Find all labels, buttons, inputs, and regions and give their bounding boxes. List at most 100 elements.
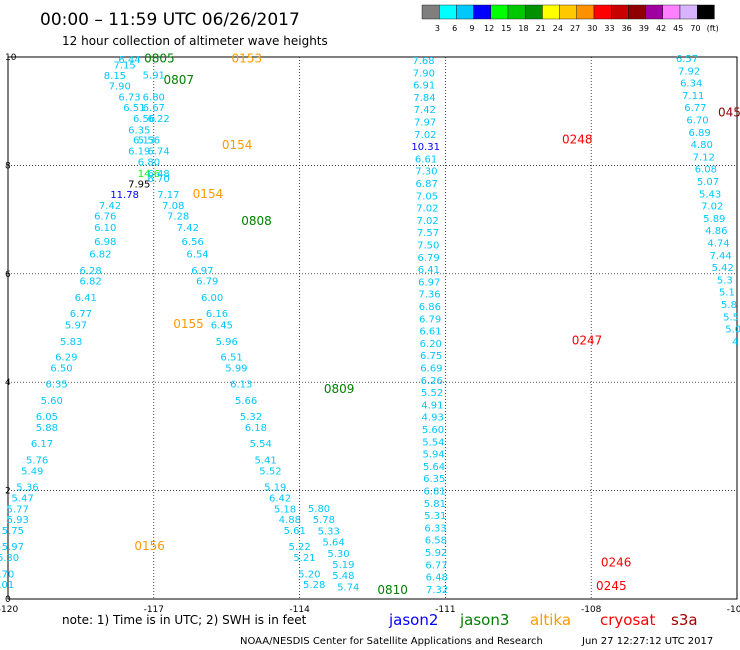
y-tick-label: 10 [5,53,17,63]
color-scale-label: 18 [518,24,528,33]
wave-height-obs: 5.83 [60,337,82,348]
wave-height-obs: 6.33 [424,523,446,534]
wave-height-obs: 6.56 [182,237,204,248]
color-scale-label: 15 [501,24,511,33]
wave-height-obs: 7.90 [109,82,131,93]
wave-height-obs: 6.56 [133,114,155,125]
wave-height-obs: 6.13 [230,380,252,391]
wave-height-obs: 5.07 [697,177,719,188]
color-scale-swatch [473,4,492,20]
wave-height-obs: 6.22 [148,114,170,125]
color-scale-label: 24 [553,24,563,33]
pass-time-label: 0155 [173,317,204,331]
wave-height-obs: 7.84 [413,93,435,104]
pass-time-label: 0810 [377,583,408,597]
wave-height-obs: 5.96 [216,337,238,348]
wave-height-obs: 4.74 [707,239,729,250]
x-tick-label: -117 [144,605,164,615]
wave-height-obs: 6.70 [148,174,170,185]
color-scale-label: 36 [622,24,632,33]
wave-height-obs: 5.19 [332,560,354,571]
wave-height-obs: 6.35 [45,380,67,391]
wave-height-obs: 6.26 [421,376,443,387]
wave-height-obs: 5.70 [0,569,14,580]
color-scale-swatch [456,4,474,20]
color-scale-swatch [593,4,612,20]
pass-time-label: 0156 [134,539,165,553]
wave-height-obs: 14.6 [138,169,160,180]
wave-height-obs: 5.99 [225,363,247,374]
wave-height-obs: 7.08 [162,201,184,212]
wave-height-obs: 7.15 [114,60,136,71]
wave-height-obs: 6.57 [676,54,698,65]
wave-height-obs: 6.67 [143,103,165,114]
wave-height-obs: 5.78 [313,515,335,526]
wave-height-obs: 5.20 [298,569,320,580]
wave-height-obs: 5.60 [41,396,63,407]
chart-title: 00:00 – 11:59 UTC 06/26/2017 [40,10,300,30]
wave-height-obs: 5.54 [250,439,272,450]
pass-time-label: 0245 [596,579,627,593]
wave-height-obs: 5.36 [16,483,38,494]
y-tick-label: 8 [5,161,11,171]
pass-time-label: 0807 [164,73,195,87]
wave-height-obs: 5.3 [717,275,733,286]
color-scale-label: (ft) [707,24,719,33]
wave-height-obs: 6.75 [420,351,442,362]
wave-height-obs: 6.97 [418,277,440,288]
wave-height-obs: 6.48 [148,169,170,180]
wave-height-obs: 7.42 [414,105,436,116]
wave-height-obs: 7.68 [412,56,434,67]
wave-height-obs: 5.94 [423,450,445,461]
wave-height-obs: 6.42 [269,493,291,504]
wave-height-obs: 6.74 [148,147,170,158]
wave-height-obs: 7.92 [678,66,700,77]
color-scale-swatch [507,4,526,20]
wave-height-obs: 4.91 [421,400,443,411]
wave-height-obs: 5.19 [264,483,286,494]
wave-height-obs: 7.11 [682,91,704,102]
wave-height-obs: 7.05 [416,191,438,202]
wave-height-obs: 5.43 [699,189,721,200]
x-tick-label: -105 [727,605,740,615]
color-scale-label: 12 [484,24,494,33]
wave-height-obs: 6.01 [0,580,14,591]
wave-height-obs: 6.87 [416,179,438,190]
wave-height-obs: 5.52 [421,388,443,399]
wave-height-obs: 6.77 [70,309,92,320]
wave-height-obs: 6.18 [245,423,267,434]
wave-height-obs: 5.93 [7,515,29,526]
wave-height-obs: 6.70 [686,116,708,127]
color-scale-label: 6 [452,24,457,33]
wave-height-obs: 6.61 [415,154,437,165]
color-scale-swatch [662,4,681,20]
color-scale-label: 33 [604,24,614,33]
wave-height-obs: 5.21 [293,553,315,564]
wave-height-obs: 5.92 [425,548,447,559]
wave-height-obs: 5.81 [424,499,446,510]
color-scale-swatch [576,4,595,20]
wave-height-obs: 7.42 [99,201,121,212]
plot-area: -120-117-114-111-108-10502468106.447.158… [0,51,740,615]
wave-height-obs: 6.17 [31,439,53,450]
pass-time-label: 0805 [144,51,175,65]
wave-height-obs: 5.77 [7,504,29,515]
wave-height-obs: 5.5 [723,312,739,323]
plot-frame [7,56,738,600]
wave-height-obs: 5.49 [21,466,43,477]
wave-height-obs: 5.97 [65,321,87,332]
legend-item-cryosat: cryosat [600,611,655,629]
wave-height-obs: 5.54 [422,437,444,448]
color-scale-label: 3 [435,24,440,33]
wave-height-obs: 5.91 [143,71,165,82]
wave-height-obs: 7.02 [701,202,723,213]
wave-height-obs: 6.19 [128,147,150,158]
wave-height-obs: 5.28 [303,580,325,591]
wave-height-obs: 5.47 [11,493,33,504]
wave-height-obs: 6.35 [423,474,445,485]
wave-height-obs: 6.79 [196,277,218,288]
footer-credit: NOAA/NESDIS Center for Satellite Applica… [240,636,543,647]
wave-height-obs: 6.30 [0,553,19,564]
units-note: note: 1) Time is in UTC; 2) SWH is in fe… [62,613,307,627]
wave-height-obs: 6.08 [695,165,717,176]
